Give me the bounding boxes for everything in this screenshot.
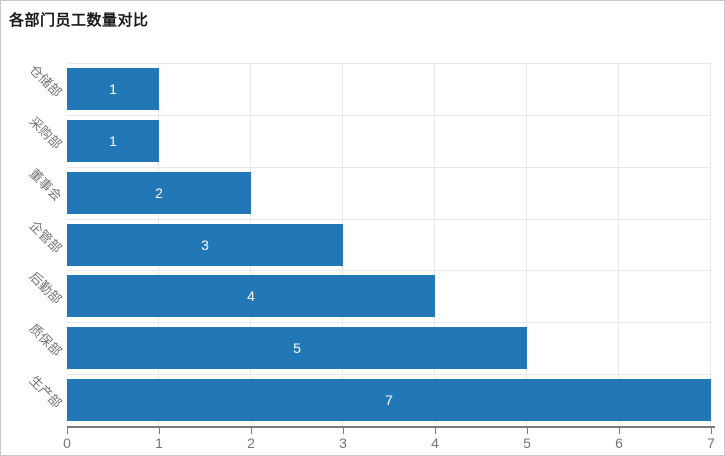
x-tick-mark bbox=[67, 428, 68, 434]
bar-value-label: 2 bbox=[155, 184, 163, 201]
gridline-vertical bbox=[434, 63, 435, 426]
gridline-vertical bbox=[710, 63, 711, 426]
gridline-vertical bbox=[618, 63, 619, 426]
x-tick-label: 4 bbox=[431, 435, 439, 451]
y-category-label: 后勤部 bbox=[26, 269, 65, 308]
y-category-label: 企管部 bbox=[26, 217, 65, 256]
x-tick-mark bbox=[251, 428, 252, 434]
bar-value-label: 5 bbox=[293, 340, 301, 357]
bar-value-label: 3 bbox=[201, 236, 209, 253]
gridline-horizontal bbox=[67, 322, 711, 324]
x-tick-mark bbox=[711, 428, 712, 434]
x-tick-label: 7 bbox=[707, 435, 715, 451]
y-category-label: 生产部 bbox=[26, 372, 65, 412]
y-category-label: 仓储部 bbox=[26, 61, 65, 100]
gridline-horizontal bbox=[67, 270, 711, 272]
x-tick-label: 0 bbox=[63, 435, 71, 451]
bar-value-label: 1 bbox=[109, 80, 117, 97]
bar: 5 bbox=[67, 327, 527, 370]
x-axis-line bbox=[67, 426, 715, 428]
x-tick-label: 6 bbox=[615, 435, 623, 451]
bar-value-label: 7 bbox=[385, 392, 393, 409]
bar-value-label: 1 bbox=[109, 132, 117, 149]
gridline-horizontal bbox=[67, 374, 711, 376]
bar: 4 bbox=[67, 275, 435, 318]
y-category-label: 采购部 bbox=[26, 113, 65, 152]
x-tick-mark bbox=[343, 428, 344, 434]
bar: 1 bbox=[67, 119, 159, 162]
gridline-horizontal bbox=[67, 63, 711, 64]
x-tick-mark bbox=[159, 428, 160, 434]
x-tick-mark bbox=[527, 428, 528, 434]
x-tick-mark bbox=[435, 428, 436, 434]
gridline-horizontal bbox=[67, 166, 711, 168]
gridline-horizontal bbox=[67, 114, 711, 116]
bar: 2 bbox=[67, 171, 251, 214]
bar: 7 bbox=[67, 379, 711, 422]
x-tick-mark bbox=[619, 428, 620, 434]
gridline-vertical bbox=[526, 63, 527, 426]
plot-area: 1 仓储部 1 采购部 2 董事会 3 企管部 4 后勤部 5 质保部 7 生产部 0 1 2 3 4 5 6 7 bbox=[26, 62, 715, 451]
y-category-label: 质保部 bbox=[26, 320, 65, 360]
y-category-label: 董事会 bbox=[26, 165, 65, 204]
bar: 1 bbox=[67, 67, 159, 110]
x-tick-label: 2 bbox=[247, 435, 255, 451]
x-tick-label: 3 bbox=[339, 435, 347, 451]
bar: 3 bbox=[67, 223, 343, 266]
x-tick-label: 5 bbox=[523, 435, 531, 451]
gridline-horizontal bbox=[67, 218, 711, 220]
x-tick-label: 1 bbox=[155, 435, 163, 451]
bar-value-label: 4 bbox=[247, 288, 255, 305]
chart-title: 各部门员工数量对比 bbox=[9, 12, 149, 29]
